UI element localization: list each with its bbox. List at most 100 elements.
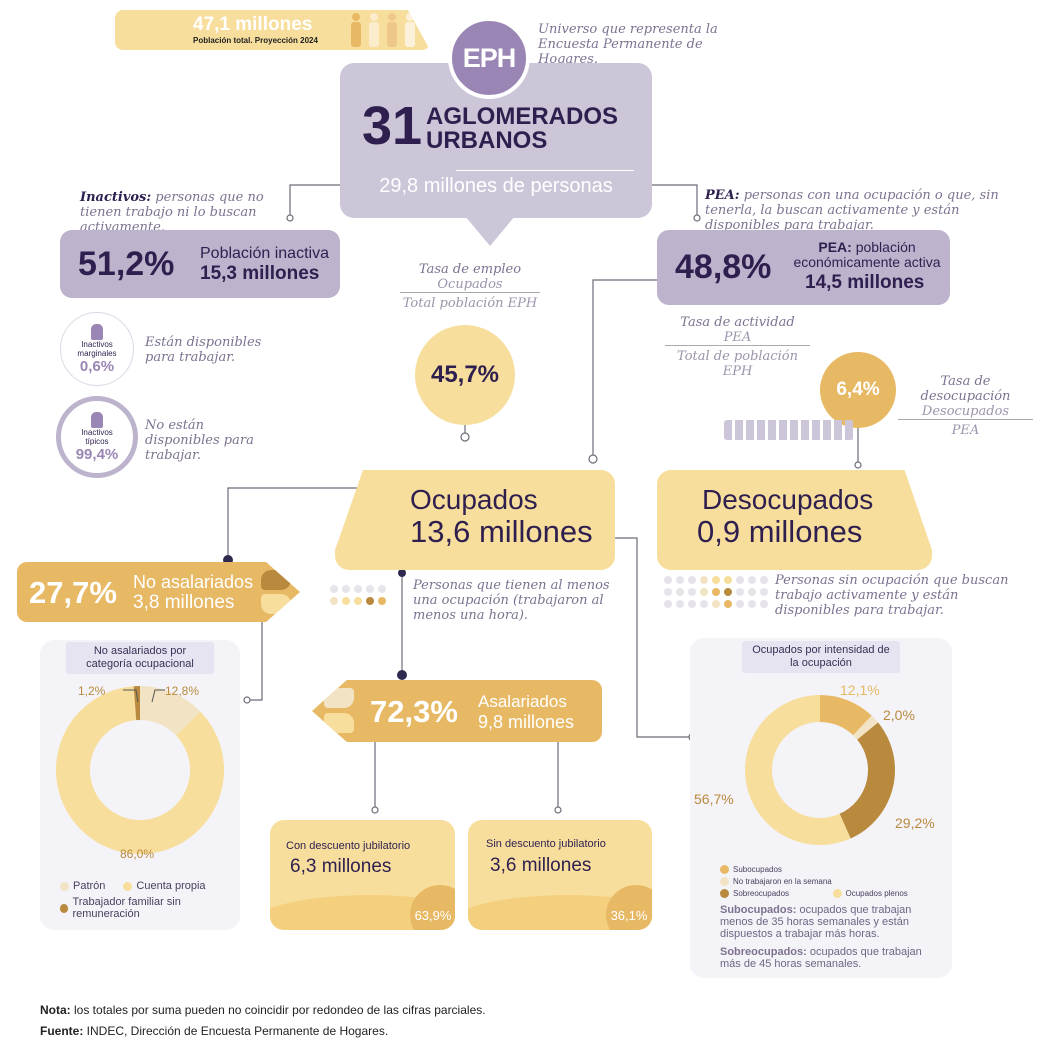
pea-label: PEA: población económicamente activa: [792, 240, 942, 270]
value: 6,3 millones: [290, 856, 392, 877]
inactivos-pct: 51,2%: [78, 245, 175, 283]
pencil-tip-icon: [261, 594, 291, 614]
inactivos-tipicos-circle: Inactivos típicos 99,4%: [56, 396, 138, 478]
legend-item: Subocupados: [720, 865, 833, 874]
title: Tasa de empleo: [418, 262, 522, 277]
numerator: Ocupados: [400, 277, 540, 293]
eph-note: Universo que representa la Encuesta Perm…: [538, 22, 718, 67]
population-value: 47,1 millones: [193, 14, 313, 35]
pea-pct: 48,8%: [675, 248, 772, 286]
intensidad-panel: Ocupados por intensidad de la ocupación …: [690, 638, 952, 978]
pct: 0,6%: [79, 357, 115, 375]
pct-circle: 63,9%: [410, 885, 455, 930]
no-asalariados-arrow: 27,7% No asalariados 3,8 millones: [17, 562, 300, 622]
term: Sobreocupados:: [720, 946, 807, 958]
tasa-actividad-formula: Tasa de actividad PEA Total de población…: [665, 315, 810, 379]
text: los totales por suma pueden no coincidir…: [70, 1003, 486, 1017]
legend-label: Patrón: [73, 880, 106, 892]
inactivos-label: Población inactiva: [200, 245, 329, 262]
legend-swatch: [832, 889, 842, 898]
pea-box: 48,8% PEA: población económicamente acti…: [657, 230, 950, 305]
numerator: Desocupados: [898, 404, 1033, 420]
no-asalariados-donut: 12,8% 86,0% 1,2%: [56, 684, 224, 861]
eph-box-pointer: [465, 216, 515, 246]
note-subocupados: Subocupados: ocupados que trabajan menos…: [720, 904, 935, 940]
inactivos-definition: Inactivos: personas que no tienen trabaj…: [80, 190, 290, 235]
legend-swatch: [60, 903, 69, 913]
term: Subocupados:: [720, 904, 797, 916]
label: Inactivos marginales: [77, 339, 117, 358]
legend-label: Ocupados plenos: [845, 889, 908, 898]
donut-slice-no-trabajaron-en-la-semana: [853, 715, 879, 740]
legend-label: No trabajaron en la semana: [733, 877, 832, 886]
pct: 99,4%: [75, 445, 119, 463]
donut-label: 29,2%: [895, 815, 935, 831]
donut-slice-patrón: [140, 686, 201, 736]
text: población económicamente activa: [793, 239, 941, 270]
legend-item: Sobreocupados: [720, 889, 833, 898]
eph-population: 29,8 millones de personas: [379, 175, 613, 197]
desocupados-box: Desocupados 0,9 millones: [657, 470, 932, 570]
term: PEA:: [818, 239, 852, 255]
marginales-desc: Están disponibles para trabajar.: [145, 335, 262, 365]
pct-circle: 36,1%: [606, 885, 652, 930]
donut-label: 56,7%: [694, 791, 734, 807]
legend-swatch: [60, 881, 69, 891]
asalariados-label: Asalariados: [478, 692, 567, 711]
asalariados-arrow: 72,3% Asalariados 9,8 millones: [312, 680, 602, 742]
ocupados-desc: Personas que tienen al menos una ocupaci…: [413, 578, 610, 623]
aglomerados-title: AGLOMERADOS URBANOS: [426, 105, 618, 153]
inactivos-marginales-circle: Inactivos marginales 0,6%: [60, 312, 134, 386]
legend-item: Cuenta propia: [123, 880, 206, 892]
text: personas con una ocupación o que, sin te…: [705, 188, 999, 233]
people-row-icon: [724, 420, 854, 440]
footer-nota: Nota: los totales por suma pueden no coi…: [40, 1003, 486, 1017]
legend-swatch: [123, 881, 133, 891]
no-asalariados-label: No asalariados: [133, 572, 254, 592]
desocupados-desc: Personas sin ocupación que buscan trabaj…: [775, 573, 1009, 618]
label: Con descuento jubilatorio: [286, 840, 411, 852]
value: 3,6 millones: [490, 855, 592, 876]
title: Tasa de actividad: [680, 315, 795, 330]
legend-swatch: [720, 877, 729, 886]
donut-label: 12,8%: [165, 684, 199, 698]
tipicos-desc: No están disponibles para trabajar.: [145, 418, 254, 463]
person-icon: [91, 323, 103, 340]
donut-slice-trabajador-familiar-sin-remuneración: [133, 686, 140, 721]
text: INDEC, Dirección de Encuesta Permanente …: [83, 1024, 389, 1038]
asalariados-value: 9,8 millones: [478, 712, 575, 732]
pct: 6,4%: [836, 379, 880, 400]
text: ocupados que trabajan más de 45 horas se…: [720, 946, 922, 970]
donut-label: 1,2%: [78, 684, 106, 698]
desocupados-dots-icon: [662, 574, 772, 610]
legend: Patrón Cuenta propia Trabajador familiar s…: [60, 880, 240, 920]
chart-title: Ocupados por intensidad de la ocupación: [742, 641, 900, 673]
term: PEA:: [705, 188, 740, 203]
tasa-desocupacion-formula: Tasa de desocupación Desocupados PEA: [898, 374, 1033, 438]
tasa-empleo-formula: Tasa de empleo Ocupados Total población …: [400, 262, 540, 311]
population-caption: Población total. Proyección 2024: [193, 36, 318, 45]
label: Inactivos típicos: [81, 427, 113, 446]
person-icon: [91, 411, 103, 428]
tasa-empleo-circle: 45,7%: [415, 325, 515, 425]
legend-label: Cuenta propia: [136, 880, 206, 892]
donut-slice-sobreocupados: [839, 722, 895, 839]
term: Nota:: [40, 1003, 71, 1017]
legend-swatch: [720, 865, 729, 874]
pencil-tip-icon: [324, 688, 354, 708]
donut-slice-subocupados: [820, 695, 872, 736]
asalariados-pct: 72,3%: [370, 694, 458, 729]
ocupados-box: Ocupados 13,6 millones: [335, 470, 615, 570]
pea-definition: PEA: personas con una ocupación o que, s…: [705, 188, 1025, 233]
text: ocupados que trabajan menos de 35 horas …: [720, 904, 912, 940]
title: Tasa de desocupación: [920, 374, 1011, 404]
legend-item: No trabajaron en la semana: [720, 877, 945, 886]
denominator: Total población EPH: [402, 296, 538, 311]
note-sobreocupados: Sobreocupados: ocupados que trabajan más…: [720, 946, 935, 970]
leader-line: [123, 689, 139, 703]
ocupados-dots-icon: [328, 583, 398, 607]
eph-badge-text: EPH: [462, 42, 517, 73]
legend: Subocupados No trabajaron en la semana Sob…: [720, 865, 945, 898]
term: Fuente:: [40, 1024, 84, 1038]
eph-badge: EPH: [448, 17, 530, 99]
